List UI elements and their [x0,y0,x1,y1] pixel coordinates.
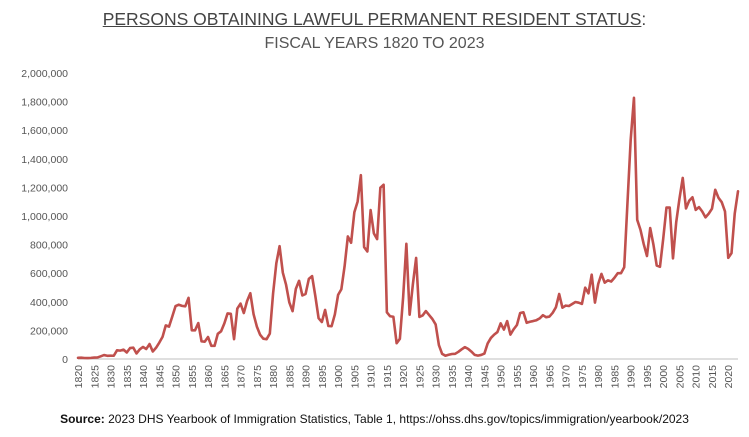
y-tick-label: 2,000,000 [21,68,68,80]
x-tick-label: 1920 [398,365,410,389]
y-tick-label: 200,000 [30,325,68,337]
chart-title-main: PERSONS OBTAINING LAWFUL PERMANENT RESID… [102,9,642,29]
y-tick-label: 400,000 [30,297,68,309]
source-label: Source: [60,412,105,426]
x-tick-label: 1975 [577,365,589,389]
x-tick-label: 1980 [593,365,605,389]
x-tick-label: 1960 [528,365,540,389]
y-axis: 0 200,000 400,000 600,000 800,000 1,000,000 1,… [21,68,68,366]
x-tick-label: 1855 [187,365,199,389]
x-tick-label: 1885 [284,365,296,389]
x-tick-label: 1925 [414,365,426,389]
x-tick-label: 1930 [431,365,443,389]
chart-title: PERSONS OBTAINING LAWFUL PERMANENT RESID… [0,9,749,30]
x-tick-label: 1910 [366,365,378,389]
x-tick-label: 1840 [138,365,150,389]
x-tick-label: 1965 [544,365,556,389]
x-tick-label: 1915 [382,365,394,389]
x-tick-label: 1955 [512,365,524,389]
x-tick-label: 1945 [479,365,491,389]
x-tick-label: 1995 [642,365,654,389]
x-tick-label: 1985 [609,365,621,389]
x-tick-label: 1845 [154,365,166,389]
x-tick-label: 1830 [106,365,118,389]
x-tick-label: 1850 [171,365,183,389]
x-tick-label: 1970 [561,365,573,389]
source-note: Source: 2023 DHS Yearbook of Immigration… [0,412,749,426]
y-tick-label: 0 [62,354,68,366]
x-tick-label: 1890 [301,365,313,389]
x-tick-label: 1900 [333,365,345,389]
chart-subtitle: FISCAL YEARS 1820 TO 2023 [264,35,485,52]
y-tick-label: 1,400,000 [21,154,68,166]
series-line [76,96,740,360]
chart-title-colon: : [641,9,647,29]
x-tick-label: 1905 [349,365,361,389]
source-text: 2023 DHS Yearbook of Immigration Statist… [108,412,689,426]
y-tick-label: 1,600,000 [21,125,68,137]
x-tick-label: 1875 [252,365,264,389]
x-tick-label: 1990 [626,365,638,389]
x-tick-label: 1860 [203,365,215,389]
y-tick-label: 1,200,000 [21,182,68,194]
x-tick-label: 2010 [691,365,703,389]
x-tick-label: 2000 [658,365,670,389]
x-tick-label: 1935 [447,365,459,389]
y-tick-label: 600,000 [30,268,68,280]
x-tick-label: 1950 [496,365,508,389]
x-tick-label: 1835 [122,365,134,389]
x-tick-label: 1940 [463,365,475,389]
x-tick-label: 2005 [674,365,686,389]
y-tick-label: 1,000,000 [21,211,68,223]
x-tick-label: 1880 [268,365,280,389]
x-tick-label: 1870 [236,365,248,389]
x-tick-label: 1825 [89,365,101,389]
x-tick-label: 1865 [219,365,231,389]
x-tick-label: 2015 [707,365,719,389]
x-tick-label: 1895 [317,365,329,389]
x-axis: 1820 1825 1830 1835 1840 1845 1850 1855 1860 1865… [73,365,735,389]
x-tick-label: 1820 [73,365,85,389]
y-tick-label: 800,000 [30,240,68,252]
x-tick-label: 2020 [723,365,735,389]
y-tick-label: 1,800,000 [21,97,68,109]
